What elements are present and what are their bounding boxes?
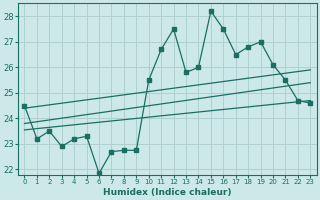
X-axis label: Humidex (Indice chaleur): Humidex (Indice chaleur) [103,188,232,197]
